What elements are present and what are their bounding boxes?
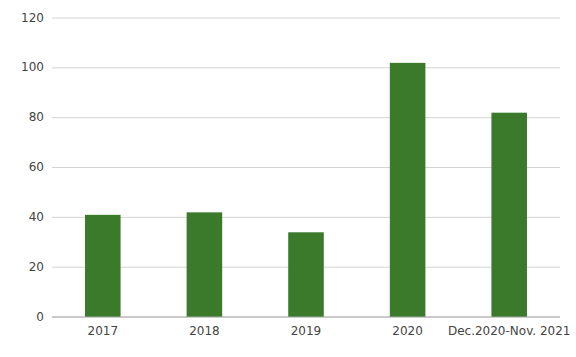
chart-container: 0 20 40 60 80 100 120 2017 2018 2019 2020 Dec.2020-… xyxy=(0,0,576,357)
grid xyxy=(52,18,560,317)
grid-line xyxy=(52,117,560,118)
y-tick-label: 60 xyxy=(29,160,44,174)
bar xyxy=(390,63,426,317)
y-tick-label: 20 xyxy=(29,260,44,274)
y-tick-label: 0 xyxy=(36,310,44,324)
x-tick-label: 2020 xyxy=(392,324,423,338)
x-axis-line xyxy=(52,317,560,318)
bar xyxy=(85,215,121,317)
bars xyxy=(85,63,527,317)
y-axis: 0 20 40 60 80 100 120 xyxy=(21,11,44,324)
bar xyxy=(491,113,527,317)
grid-line xyxy=(52,167,560,168)
grid-line xyxy=(52,18,560,19)
bar xyxy=(288,232,324,317)
y-tick-label: 100 xyxy=(21,60,44,74)
chart-svg: 0 20 40 60 80 100 120 2017 2018 2019 2020 Dec.2020-… xyxy=(0,0,576,357)
grid-line xyxy=(52,217,560,218)
y-tick-label: 80 xyxy=(29,110,44,124)
x-tick-label: 2018 xyxy=(189,324,220,338)
x-tick-label: 2019 xyxy=(291,324,322,338)
x-tick-label: Dec.2020-Nov. 2021 xyxy=(448,324,571,338)
page: {"chart_data": {"type": "bar", "categori… xyxy=(0,0,576,357)
bar xyxy=(187,212,223,317)
grid-line xyxy=(52,317,560,318)
y-tick-label: 120 xyxy=(21,11,44,25)
grid-line xyxy=(52,67,560,68)
x-axis: 2017 2018 2019 2020 Dec.2020-Nov. 2021 xyxy=(52,317,570,338)
x-tick-label: 2017 xyxy=(88,324,119,338)
y-tick-label: 40 xyxy=(29,210,44,224)
